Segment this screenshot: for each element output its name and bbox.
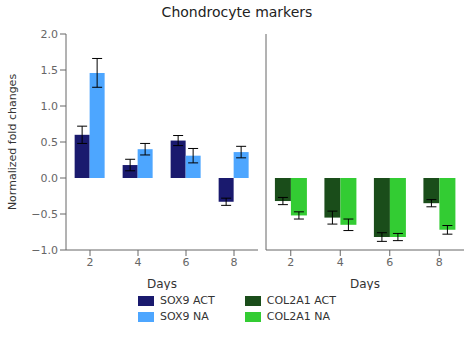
svg-text:4: 4 bbox=[135, 256, 142, 269]
svg-text:1.5: 1.5 bbox=[41, 64, 59, 77]
svg-text:6: 6 bbox=[386, 256, 393, 269]
svg-text:8: 8 bbox=[231, 256, 238, 269]
svg-text:6: 6 bbox=[183, 256, 190, 269]
html-text:COL2A1 ACT: COL2A1 ACT bbox=[266, 294, 336, 307]
svg-text:1.0: 1.0 bbox=[41, 100, 59, 113]
svg-text:2: 2 bbox=[87, 256, 94, 269]
svg-text:0.5: 0.5 bbox=[41, 136, 59, 149]
svg-text:Normalized fold changes: Normalized fold changes bbox=[8, 74, 19, 210]
svg-text:4: 4 bbox=[337, 256, 344, 269]
html-text:SOX9 ACT: SOX9 ACT bbox=[160, 294, 215, 307]
html-text:COL2A1 NA: COL2A1 NA bbox=[266, 310, 330, 323]
svg-text:−1.0: −1.0 bbox=[31, 244, 58, 257]
svg-text:Days: Days bbox=[147, 277, 177, 290]
svg-text:8: 8 bbox=[436, 256, 443, 269]
svg-text:2: 2 bbox=[287, 256, 294, 269]
svg-text:Days: Days bbox=[350, 277, 380, 290]
svg-text:0.0: 0.0 bbox=[41, 172, 59, 185]
svg-text:−0.5: −0.5 bbox=[31, 208, 58, 221]
svg-text:2.0: 2.0 bbox=[41, 28, 59, 41]
html-text:SOX9 NA: SOX9 NA bbox=[160, 310, 209, 323]
html-text:Chondrocyte markers: Chondrocyte markers bbox=[161, 4, 313, 20]
